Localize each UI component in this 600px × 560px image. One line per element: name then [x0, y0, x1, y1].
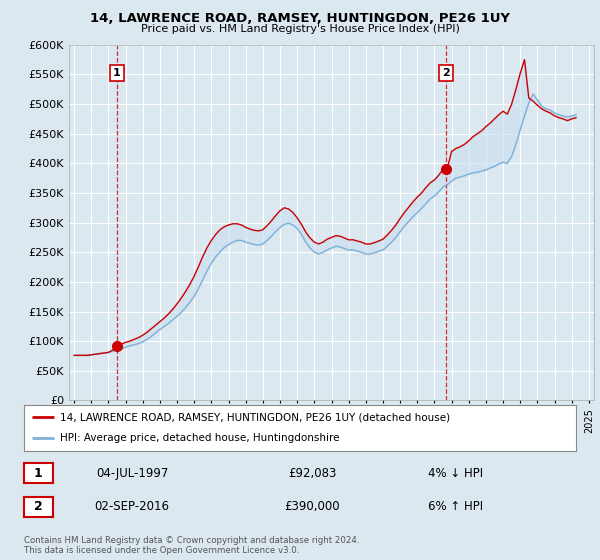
Text: HPI: Average price, detached house, Huntingdonshire: HPI: Average price, detached house, Hunt…	[60, 433, 340, 444]
Text: £390,000: £390,000	[284, 500, 340, 514]
Text: 2: 2	[442, 68, 450, 78]
Text: 1: 1	[113, 68, 121, 78]
Text: 14, LAWRENCE ROAD, RAMSEY, HUNTINGDON, PE26 1UY: 14, LAWRENCE ROAD, RAMSEY, HUNTINGDON, P…	[90, 12, 510, 25]
Text: 14, LAWRENCE ROAD, RAMSEY, HUNTINGDON, PE26 1UY (detached house): 14, LAWRENCE ROAD, RAMSEY, HUNTINGDON, P…	[60, 412, 450, 422]
Text: 02-SEP-2016: 02-SEP-2016	[95, 500, 170, 514]
Text: £92,083: £92,083	[288, 466, 336, 480]
Text: 6% ↑ HPI: 6% ↑ HPI	[428, 500, 484, 514]
Text: 2: 2	[34, 500, 43, 514]
Text: Contains HM Land Registry data © Crown copyright and database right 2024.
This d: Contains HM Land Registry data © Crown c…	[24, 536, 359, 556]
Text: Price paid vs. HM Land Registry's House Price Index (HPI): Price paid vs. HM Land Registry's House …	[140, 24, 460, 34]
Text: 04-JUL-1997: 04-JUL-1997	[96, 466, 168, 480]
Text: 1: 1	[34, 466, 43, 480]
Text: 4% ↓ HPI: 4% ↓ HPI	[428, 466, 484, 480]
